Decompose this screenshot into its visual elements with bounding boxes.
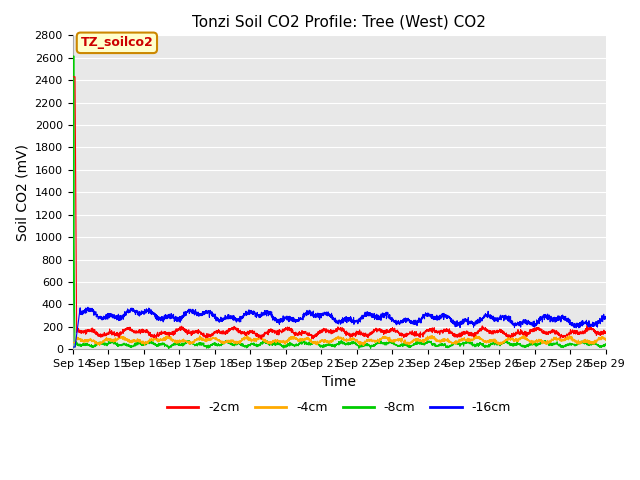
Text: TZ_soilco2: TZ_soilco2 — [81, 36, 153, 49]
Y-axis label: Soil CO2 (mV): Soil CO2 (mV) — [15, 144, 29, 241]
Legend: -2cm, -4cm, -8cm, -16cm: -2cm, -4cm, -8cm, -16cm — [162, 396, 516, 420]
Title: Tonzi Soil CO2 Profile: Tree (West) CO2: Tonzi Soil CO2 Profile: Tree (West) CO2 — [192, 15, 486, 30]
X-axis label: Time: Time — [322, 374, 356, 389]
